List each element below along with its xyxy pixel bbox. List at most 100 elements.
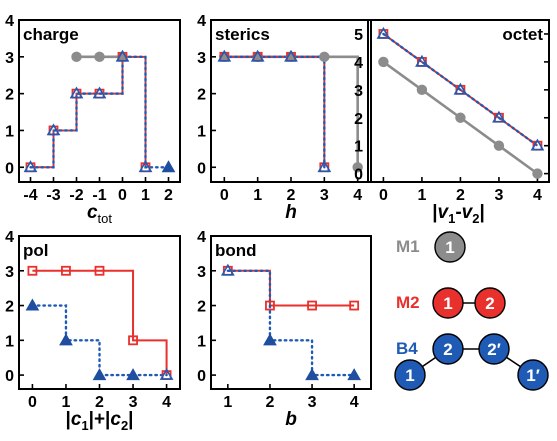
legend-node-B4-1p <box>517 359 549 391</box>
data-point-M1 <box>378 56 389 68</box>
panel-title: pol <box>23 241 49 260</box>
x-tick-label: 2 <box>456 187 465 204</box>
x-tick-label: 1 <box>62 394 71 411</box>
legend-label-M1: M1 <box>396 237 420 256</box>
data-point-B4 <box>284 49 298 62</box>
series-line-M2 <box>224 55 326 168</box>
data-point-B4 <box>25 298 40 311</box>
data-point-B4 <box>46 123 61 136</box>
markers-M2 <box>219 51 330 173</box>
series-M2 <box>224 55 326 168</box>
y-tick-label: 1 <box>5 123 14 140</box>
markers-B4 <box>376 26 545 151</box>
series-line-M1 <box>224 55 359 168</box>
legend-node-B4-1p-label: 1′ <box>526 366 540 385</box>
x-tick-label: 1 <box>253 187 262 204</box>
axes-frame <box>210 235 372 390</box>
y-tick-label: 2 <box>197 299 206 316</box>
legend-node-B4-1 <box>394 359 426 391</box>
series-B4 <box>226 269 356 377</box>
data-point-B4 <box>220 263 235 276</box>
data-point-B4 <box>530 138 545 151</box>
x-axis-label: |c1|+|c2| <box>65 409 133 433</box>
series-B4 <box>29 55 170 169</box>
markers-M1 <box>378 56 543 179</box>
y-tick-label: 0 <box>354 167 363 184</box>
x-tick-label: 3 <box>494 187 503 204</box>
data-point-M2 <box>128 335 138 346</box>
x-axis-label: b <box>285 409 297 430</box>
x-tick-label: 2 <box>265 394 274 411</box>
panel-title: octet <box>502 25 543 44</box>
panel-pol: 0 1 2 3 4 0 1 2 3 4 pol |c1|+|c2| <box>5 229 181 433</box>
x-axis-label: |v1-v2| <box>432 202 485 226</box>
x-tick-label: 4 <box>533 187 542 204</box>
y-tick-label: 4 <box>197 229 206 246</box>
series-M2 <box>227 269 355 307</box>
data-point-B4 <box>415 54 429 67</box>
x-tick-label: 2 <box>287 187 296 204</box>
x-tick-label: 3 <box>320 187 329 204</box>
x-tick-label: 1 <box>223 394 232 411</box>
series-B4 <box>223 55 326 169</box>
x-tick-label: 0 <box>379 187 388 204</box>
data-point-B4 <box>138 160 153 173</box>
legend-node-M2-2 <box>474 287 506 319</box>
axes-frame <box>367 19 550 183</box>
data-point-B4 <box>305 368 319 381</box>
data-point-M1 <box>493 140 505 151</box>
y-tick-label: 1 <box>5 333 14 350</box>
markers-B4 <box>25 298 174 381</box>
y-tick-label: 5 <box>354 27 363 44</box>
data-point-B4 <box>317 160 332 173</box>
legend-node-M2-1 <box>432 287 464 319</box>
y-tick-label: 0 <box>197 160 206 177</box>
y-tick-label: 4 <box>5 13 14 30</box>
data-point-B4 <box>161 160 176 173</box>
series-B4 <box>382 32 539 147</box>
x-tick-label: -4 <box>23 187 37 204</box>
x-tick-label: -2 <box>69 187 83 204</box>
data-point-M1 <box>94 51 105 63</box>
y-tick-label: 0 <box>5 160 14 177</box>
x-tick-label: 3 <box>308 394 317 411</box>
data-point-B4 <box>263 333 277 346</box>
panel-title: bond <box>215 241 257 260</box>
series-line-M2 <box>30 55 147 169</box>
data-point-M1 <box>352 162 363 173</box>
legend-node-M1-1 <box>434 231 466 263</box>
legend-node-B4-2-label: 2 <box>443 340 452 359</box>
legend-node-B4-1-label: 1 <box>405 366 414 385</box>
series-line-M2 <box>32 269 168 376</box>
data-point-M2 <box>94 265 105 276</box>
x-tick-label: 0 <box>28 394 37 411</box>
x-tick-label: 1 <box>417 187 426 204</box>
x-tick-label: -1 <box>92 187 106 204</box>
x-tick-label: 4 <box>162 394 171 411</box>
data-point-M1 <box>416 84 428 96</box>
data-point-M1 <box>319 51 330 63</box>
legend-label-M2: M2 <box>396 293 420 312</box>
markers-M1 <box>219 51 363 173</box>
data-point-M1 <box>532 168 543 179</box>
y-tick-label: 3 <box>197 264 206 281</box>
y-tick-label: 2 <box>5 87 14 104</box>
legend-node-B4-2p-label: 2′ <box>487 340 501 359</box>
markers-M2 <box>222 265 360 311</box>
y-tick-label: 4 <box>354 55 363 72</box>
data-point-B4 <box>59 333 73 346</box>
series-M1 <box>224 55 359 168</box>
x-axis-label: ctot <box>87 202 112 226</box>
data-point-M1 <box>455 112 466 123</box>
data-point-B4 <box>217 49 232 62</box>
data-point-B4 <box>492 110 506 123</box>
data-point-B4 <box>376 26 391 39</box>
legend-node-M2-1-label: 1 <box>443 294 452 313</box>
series-M2 <box>32 269 168 376</box>
data-point-B4 <box>250 49 265 62</box>
data-point-B4 <box>126 368 140 381</box>
y-tick-label: 3 <box>5 264 14 281</box>
y-tick-label: 0 <box>5 368 14 385</box>
